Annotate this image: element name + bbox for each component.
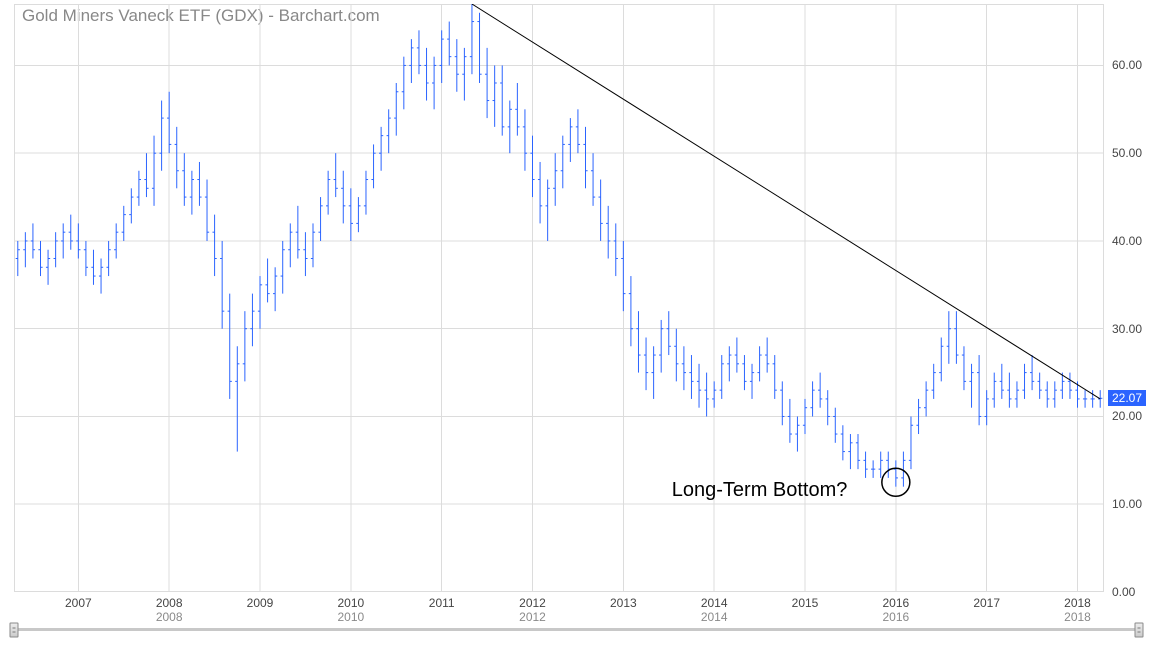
x-tick-label: 2013 xyxy=(610,596,637,610)
x-tick-label: 2015 xyxy=(792,596,819,610)
last-price-label: 22.07 xyxy=(1108,390,1146,406)
slider-track xyxy=(14,628,1139,631)
x-tick-label: 2008 xyxy=(156,596,183,610)
y-tick-label: 0.00 xyxy=(1106,585,1152,599)
slider-handle-right[interactable] xyxy=(1135,622,1144,637)
chart-container: Gold Miners Vaneck ETF (GDX) - Barchart.… xyxy=(0,0,1156,650)
y-tick-label: 40.00 xyxy=(1106,234,1152,248)
slider-tick-label: 2014 xyxy=(701,610,728,624)
annotation-text: Long-Term Bottom? xyxy=(672,479,848,502)
y-tick-label: 50.00 xyxy=(1106,146,1152,160)
y-tick-label: 30.00 xyxy=(1106,322,1152,336)
y-axis-labels: 0.0010.0020.0030.0040.0050.0060.00 xyxy=(1108,4,1152,592)
plot-area xyxy=(14,4,1104,592)
slider-tick-label: 2012 xyxy=(519,610,546,624)
x-tick-label: 2014 xyxy=(701,596,728,610)
x-tick-label: 2012 xyxy=(519,596,546,610)
slider-tick-label: 2018 xyxy=(1064,610,1091,624)
x-tick-label: 2010 xyxy=(337,596,364,610)
x-tick-label: 2011 xyxy=(429,596,455,610)
slider-tick-label: 2016 xyxy=(882,610,909,624)
x-tick-label: 2007 xyxy=(65,596,92,610)
x-tick-label: 2016 xyxy=(882,596,909,610)
slider-tick-label: 2010 xyxy=(337,610,364,624)
y-tick-label: 60.00 xyxy=(1106,58,1152,72)
slider-tick-labels: 2008 2010 2012 2014 2016 2018 xyxy=(14,610,1104,626)
x-tick-label: 2017 xyxy=(973,596,1000,610)
slider-tick-label: 2008 xyxy=(156,610,183,624)
x-tick-label: 2018 xyxy=(1064,596,1091,610)
y-tick-label: 20.00 xyxy=(1106,409,1152,423)
x-tick-label: 2009 xyxy=(247,596,274,610)
time-range-slider[interactable]: 200820102012201420162018 xyxy=(14,628,1139,648)
y-tick-label: 10.00 xyxy=(1106,497,1152,511)
